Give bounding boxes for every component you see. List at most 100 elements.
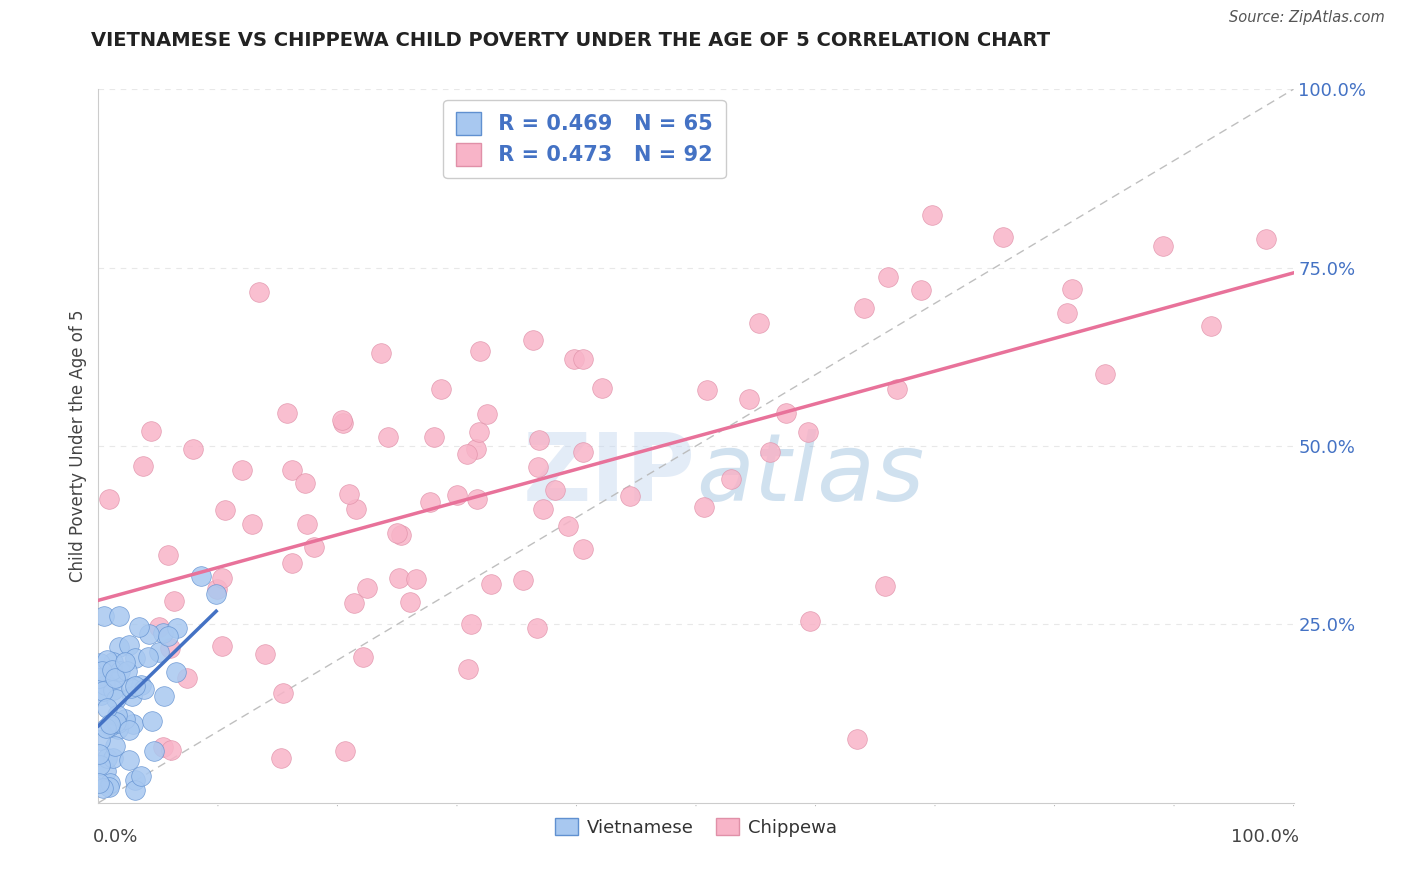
Point — [129, 769, 152, 783]
Point — [302, 540, 325, 554]
Point — [527, 459, 550, 474]
Point — [446, 488, 468, 502]
Point — [118, 723, 141, 737]
Point — [162, 594, 184, 608]
Point — [107, 723, 129, 737]
Point — [105, 707, 128, 722]
Point — [526, 621, 548, 635]
Point — [117, 638, 139, 652]
Point — [738, 392, 761, 406]
Point — [389, 528, 412, 542]
Point — [91, 781, 114, 796]
Point — [231, 462, 253, 476]
Point — [118, 753, 141, 767]
Point — [128, 620, 150, 634]
Point — [693, 500, 716, 515]
Point — [101, 751, 124, 765]
Point — [96, 764, 118, 779]
Point — [720, 472, 742, 486]
Point — [90, 688, 112, 702]
Point — [114, 656, 136, 670]
Point — [991, 229, 1014, 244]
Point — [468, 343, 491, 358]
Point — [591, 381, 613, 395]
Point — [405, 572, 427, 586]
Point — [108, 664, 131, 678]
Point — [124, 679, 146, 693]
Point — [96, 750, 118, 764]
Point — [281, 556, 304, 570]
Point — [280, 463, 302, 477]
Text: 0.0%: 0.0% — [93, 828, 138, 846]
Point — [104, 715, 127, 730]
Text: ZIP: ZIP — [523, 428, 696, 521]
Point — [475, 407, 498, 421]
Point — [96, 700, 118, 714]
Point — [352, 649, 374, 664]
Point — [295, 516, 318, 531]
Point — [98, 492, 121, 507]
Point — [1056, 306, 1078, 320]
Point — [148, 619, 170, 633]
Point — [796, 425, 818, 439]
Point — [1060, 281, 1083, 295]
Point — [465, 492, 488, 507]
Point — [247, 285, 270, 299]
Point — [87, 776, 110, 790]
Point — [759, 445, 782, 459]
Point — [387, 526, 409, 541]
Point — [114, 712, 136, 726]
Point — [159, 641, 181, 656]
Point — [562, 351, 585, 366]
Point — [124, 782, 146, 797]
Point — [165, 665, 187, 679]
Point — [370, 345, 392, 359]
Point — [921, 208, 943, 222]
Point — [141, 714, 163, 728]
Point — [101, 655, 124, 669]
Point — [138, 649, 160, 664]
Text: atlas: atlas — [696, 429, 924, 520]
Point — [512, 574, 534, 588]
Point — [89, 758, 111, 772]
Point — [148, 644, 170, 658]
Point — [190, 569, 212, 583]
Point — [557, 519, 579, 533]
Point — [527, 433, 550, 447]
Point — [98, 780, 121, 794]
Point — [522, 333, 544, 347]
Point — [240, 516, 263, 531]
Point — [456, 447, 478, 461]
Point — [343, 596, 366, 610]
Point — [205, 582, 228, 596]
Point — [211, 572, 233, 586]
Text: 100.0%: 100.0% — [1232, 828, 1299, 846]
Point — [93, 608, 115, 623]
Point — [108, 608, 131, 623]
Point — [129, 678, 152, 692]
Point — [253, 647, 276, 661]
Point — [460, 617, 482, 632]
Point — [465, 442, 488, 456]
Point — [619, 489, 641, 503]
Point — [94, 678, 117, 692]
Point — [294, 475, 316, 490]
Point — [775, 406, 797, 420]
Point — [852, 301, 875, 316]
Point — [121, 690, 143, 704]
Point — [399, 595, 422, 609]
Point — [696, 383, 718, 397]
Text: Source: ZipAtlas.com: Source: ZipAtlas.com — [1229, 11, 1385, 25]
Point — [910, 283, 932, 297]
Point — [152, 740, 174, 755]
Point — [153, 689, 176, 703]
Point — [98, 717, 121, 731]
Point — [94, 721, 117, 735]
Point — [572, 352, 595, 367]
Point — [886, 382, 908, 396]
Point — [1254, 232, 1277, 246]
Point — [572, 541, 595, 556]
Point — [138, 627, 160, 641]
Point — [90, 664, 112, 678]
Point — [89, 733, 111, 747]
